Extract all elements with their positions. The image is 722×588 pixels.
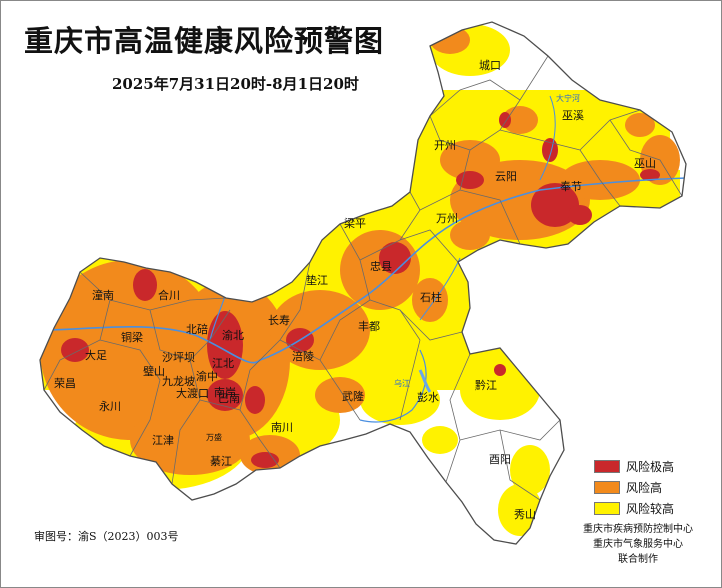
place-jiangbei[interactable]: 江北 <box>212 357 234 370</box>
place-yuzhong[interactable]: 渝中 <box>196 369 218 383</box>
place-nanan[interactable]: 南岸 <box>214 386 236 399</box>
place-shapingba[interactable]: 沙坪坝 <box>162 350 195 364</box>
place-beibei[interactable]: 北碚 <box>186 322 208 336</box>
map-title: 重庆市高温健康风险预警图 <box>24 24 385 58</box>
place-yunyang[interactable]: 云阳 <box>495 170 517 183</box>
place-wansheng[interactable]: 万盛 <box>206 432 222 442</box>
place-fuling[interactable]: 涪陵 <box>292 349 314 363</box>
place-hechuan[interactable]: 合川 <box>158 288 180 302</box>
place-tongnan[interactable]: 潼南 <box>92 288 114 302</box>
place-wanzhou[interactable]: 万州 <box>436 212 458 225</box>
place-dazu[interactable]: 大足 <box>85 348 107 362</box>
place-kaizhou[interactable]: 开州 <box>434 139 456 152</box>
place-jiangjin[interactable]: 江津 <box>152 434 174 447</box>
place-shizhu[interactable]: 石柱 <box>420 290 442 304</box>
credit-joint: 联合制作 <box>618 554 658 565</box>
legend-swatch-moderate <box>594 502 620 515</box>
place-tongliang[interactable]: 铜梁 <box>121 330 143 344</box>
place-changshou[interactable]: 长寿 <box>268 313 290 327</box>
place-youyang[interactable]: 酉阳 <box>489 453 511 466</box>
rivers <box>40 95 686 423</box>
legend-swatch-high <box>594 481 620 494</box>
place-pengshui[interactable]: 彭水 <box>417 390 439 404</box>
place-fengdu[interactable]: 丰都 <box>358 320 380 333</box>
place-nanchuan[interactable]: 南川 <box>271 421 293 434</box>
place-qijiang[interactable]: 綦江 <box>210 455 232 468</box>
place-chengkou[interactable]: 城口 <box>479 59 501 72</box>
place-qianjiang[interactable]: 黔江 <box>475 378 497 392</box>
credit-cdc: 重庆市疾病预防控制中心 <box>583 524 693 535</box>
place-bishan[interactable]: 璧山 <box>143 364 165 378</box>
place-liangping[interactable]: 梁平 <box>344 216 366 230</box>
legend-label-extreme: 风险极高 <box>626 460 675 474</box>
place-xiushan[interactable]: 秀山 <box>514 508 536 521</box>
legend-item-high: 风险高 <box>594 479 714 497</box>
credits: 重庆市疾病预防控制中心 重庆市气象服务中心 联合制作 <box>560 522 716 567</box>
place-banan[interactable]: 巴南 <box>218 392 240 405</box>
legend-swatch-extreme <box>594 460 620 473</box>
district-boundaries <box>43 55 683 501</box>
place-zhongxian[interactable]: 忠县 <box>370 260 392 273</box>
place-rongchang[interactable]: 荣昌 <box>54 377 76 390</box>
legend-label-high: 风险高 <box>626 481 663 495</box>
place-wushan[interactable]: 巫山 <box>634 157 656 170</box>
place-wuxi[interactable]: 巫溪 <box>562 109 584 122</box>
map-subtitle: 2025年7月31日20时-8月1日20时 <box>112 75 359 93</box>
river-label-daning: 大宁河 <box>556 93 580 103</box>
place-yubei[interactable]: 渝北 <box>222 328 244 342</box>
place-dianjiang[interactable]: 垫江 <box>306 273 328 287</box>
legend-item-moderate: 风险较高 <box>594 500 714 518</box>
place-jiulongpo[interactable]: 九龙坡 <box>162 375 195 388</box>
risk-layers <box>40 24 686 536</box>
place-wulong[interactable]: 武隆 <box>342 389 364 403</box>
place-yongchuan[interactable]: 永川 <box>99 399 121 413</box>
river-label-wujiang: 乌江 <box>394 378 410 388</box>
place-fengjie[interactable]: 奉节 <box>560 179 582 193</box>
review-number: 审图号：渝S（2023）003号 <box>34 530 179 543</box>
legend-item-extreme: 风险极高 <box>594 458 714 476</box>
place-dadukou[interactable]: 大渡口 <box>176 386 209 400</box>
place-labels: 城口 巫溪 开州 巫山 云阳 奉节 梁平 万州 忠县 垫江 石柱 潼南 合川 北… <box>54 59 656 521</box>
legend: 风险极高 风险高 风险较高 <box>594 458 714 521</box>
legend-label-moderate: 风险较高 <box>626 502 675 516</box>
credit-weather: 重庆市气象服务中心 <box>593 539 683 550</box>
